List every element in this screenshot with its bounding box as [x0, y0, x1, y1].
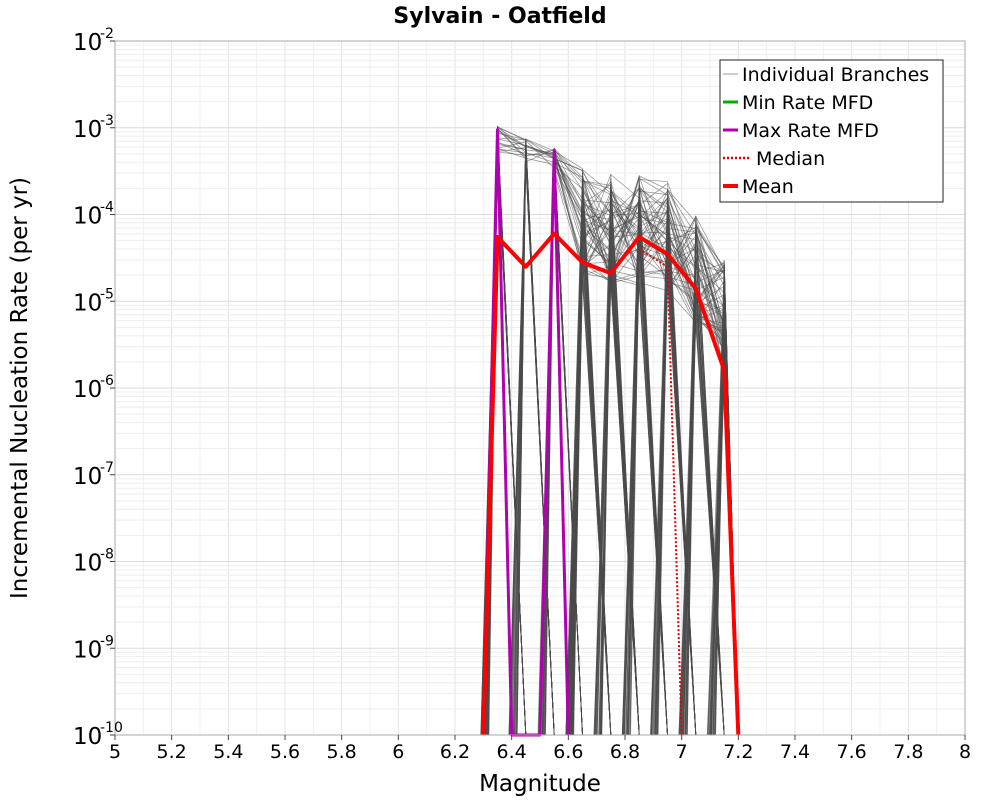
x-tick-label: 7.8	[893, 741, 923, 763]
y-tick-exponent: -8	[100, 547, 114, 563]
x-tick-label: 7.6	[837, 741, 867, 763]
x-axis-ticks: 5 5.2 5.4 5.6 5.8 6 6.2 6.4 6.6 6.8 7 7.2 7.4 7.6 7.8 8	[109, 735, 971, 763]
y-axis-ticks: 10-210-310-410-510-610-710-810-910-10	[73, 26, 123, 750]
x-tick-label: 7	[676, 741, 688, 763]
y-tick-exponent: -9	[100, 633, 114, 649]
y-tick-label: 10	[73, 117, 102, 143]
x-tick-label: 6.6	[553, 741, 583, 763]
series-mean	[481, 231, 741, 736]
y-tick-label: 10	[73, 290, 102, 316]
x-tick-label: 7.4	[780, 741, 810, 763]
legend-label: Mean	[742, 176, 794, 198]
y-tick-label: 10	[73, 724, 102, 750]
legend-label: Median	[756, 148, 825, 170]
chart-title: Sylvain - Oatfield	[393, 4, 606, 29]
x-tick-label: 6.4	[497, 741, 527, 763]
y-tick-label: 10	[73, 377, 102, 403]
y-tick-exponent: -4	[100, 200, 114, 216]
x-tick-label: 5.6	[270, 741, 300, 763]
x-tick-label: 5.4	[213, 741, 243, 763]
y-axis-label: Incremental Nucleation Rate (per yr)	[7, 177, 33, 599]
x-tick-label: 8	[959, 741, 971, 763]
legend-label: Max Rate MFD	[742, 120, 879, 142]
legend-label: Individual Branches	[742, 64, 929, 86]
legend: Individual Branches Min Rate MFD Max Rate …	[719, 59, 944, 203]
legend-box	[719, 59, 944, 203]
branch-line	[497, 152, 739, 736]
x-tick-label: 7.2	[723, 741, 753, 763]
y-tick-label: 10	[73, 204, 102, 230]
x-tick-label: 5	[109, 741, 121, 763]
y-tick-exponent: -2	[100, 26, 114, 42]
y-tick-exponent: -10	[100, 720, 123, 736]
grid	[114, 41, 966, 736]
y-tick-exponent: -6	[100, 373, 114, 389]
y-tick-label: 10	[73, 30, 102, 56]
y-tick-exponent: -5	[100, 286, 114, 302]
x-tick-label: 6.2	[440, 741, 470, 763]
legend-label: Min Rate MFD	[742, 92, 873, 114]
y-tick-exponent: -3	[100, 113, 114, 129]
y-tick-label: 10	[73, 551, 102, 577]
x-tick-label: 5.8	[327, 741, 357, 763]
x-tick-label: 6.8	[610, 741, 640, 763]
x-tick-label: 6	[392, 741, 404, 763]
x-axis-label: Magnitude	[479, 771, 601, 797]
x-tick-label: 5.2	[157, 741, 187, 763]
y-tick-label: 10	[73, 464, 102, 490]
y-tick-label: 10	[73, 637, 102, 663]
series-median	[638, 248, 683, 736]
y-tick-exponent: -7	[100, 460, 114, 476]
